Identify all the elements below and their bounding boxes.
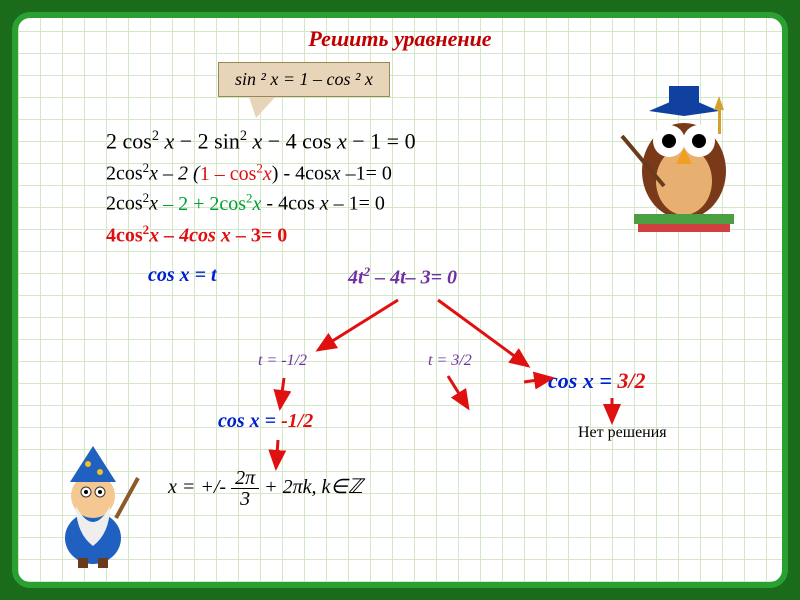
identity-hint: sin ² x = 1 – cos ² x — [218, 62, 390, 97]
equation-reduced: 4cos2x – 4cos x – 3= 0 — [106, 222, 287, 248]
final-answer: x = +/- 2π3 + 2πk, k∈ℤ — [168, 468, 363, 509]
no-solution-label: Нет решения — [578, 424, 667, 442]
hint-tail — [248, 94, 278, 118]
wizard-icon — [38, 438, 148, 568]
cos-solution-2: cos x = 3/2 — [548, 368, 646, 394]
equation-step1: 2cos2x – 2 (1 – cos2x) - 4cosx –1= 0 — [106, 160, 392, 186]
owl-icon — [614, 66, 754, 236]
slide-canvas: Решить уравнение sin ² x = 1 – cos ² x 2… — [12, 12, 788, 588]
slide-title: Решить уравнение — [308, 26, 491, 52]
quadratic: 4t2 – 4t– 3= 0 — [348, 264, 457, 290]
root-t1: t = -1/2 — [258, 352, 307, 370]
equation-original: 2 cos2 x − 2 sin2 x − 4 cos x − 1 = 0 — [106, 128, 416, 154]
root-t2: t = 3/2 — [428, 352, 472, 370]
equation-step2: 2cos2x – 2 + 2cos2x - 4cos x – 1= 0 — [106, 190, 385, 216]
substitution: cos x = t — [148, 264, 217, 287]
cos-solution-1: cos x = -1/2 — [218, 410, 313, 433]
